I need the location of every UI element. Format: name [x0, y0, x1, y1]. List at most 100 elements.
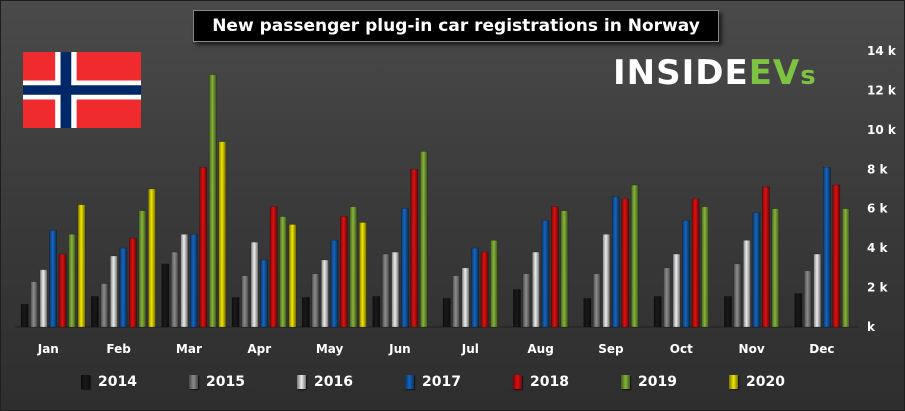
legend-label: 2018 [530, 374, 569, 390]
x-tick-label: Sep [598, 342, 624, 356]
insideevs-logo: INSIDEEVs [613, 53, 817, 93]
x-tick-label: Jan [37, 342, 59, 356]
bar-nov-2015 [733, 263, 742, 328]
bar-oct-2016 [672, 253, 681, 328]
bar-feb-2016 [110, 255, 118, 328]
bar-apr-2016 [250, 241, 259, 328]
x-tick-label: Aug [527, 342, 553, 356]
bar-mar-2017 [189, 234, 198, 328]
bar-jun-2019 [419, 151, 428, 328]
bar-chart-plot: k 2 k 4 k 6 k 8 k 10 k 12 k 14 k Jan Feb Mar Apr May… [15, 44, 897, 356]
y-tick-label: 6 k [867, 202, 889, 216]
bar-aug-2015 [522, 273, 531, 328]
x-tick-label: Mar [176, 342, 202, 356]
bar-sep-2016 [602, 234, 611, 328]
chart-legend: 2014 2015 2016 2017 2018 2019 2020 [81, 372, 841, 392]
bar-aug-2019 [560, 210, 569, 328]
bar-jul-2017 [471, 247, 479, 328]
bar-jul-2015 [452, 275, 460, 328]
legend-item-2019: 2019 [621, 374, 729, 390]
bar-jun-2014 [372, 296, 381, 328]
legend-label: 2019 [638, 374, 677, 390]
bar-may-2018 [340, 216, 348, 328]
x-tick-label: Jul [461, 342, 479, 356]
bar-nov-2014 [724, 296, 732, 328]
bar-may-2015 [311, 273, 320, 328]
legend-item-2014: 2014 [81, 374, 189, 390]
logo-text-s: s [800, 61, 817, 91]
y-tick-label: 10 k [867, 123, 897, 137]
bar-jun-2015 [381, 253, 390, 328]
logo-text-inside: INSIDE [613, 53, 749, 93]
bar-feb-2015 [100, 283, 109, 328]
bar-oct-2018 [691, 198, 700, 328]
x-tick-label: Jun [388, 342, 411, 356]
legend-swatch [81, 375, 90, 389]
bar-sep-2017 [611, 196, 620, 328]
bar-apr-2014 [231, 297, 240, 328]
bar-sep-2015 [592, 273, 601, 328]
bar-nov-2016 [743, 240, 751, 328]
legend-item-2017: 2017 [405, 374, 513, 390]
y-tick-label: 14 k [867, 44, 897, 58]
bar-jan-2016 [39, 269, 48, 328]
bar-may-2017 [330, 240, 339, 328]
bar-jun-2016 [391, 251, 400, 328]
legend-label: 2014 [98, 374, 137, 390]
bar-sep-2014 [583, 298, 592, 328]
bar-feb-2017 [119, 247, 128, 328]
bar-jul-2019 [490, 240, 498, 328]
bar-mar-2018 [199, 167, 208, 328]
legend-item-2015: 2015 [189, 374, 297, 390]
bar-feb-2020 [148, 188, 156, 328]
legend-item-2020: 2020 [729, 374, 837, 390]
bar-jan-2019 [68, 234, 76, 328]
norway-flag-icon [23, 52, 141, 128]
bar-jun-2017 [400, 208, 409, 328]
bar-jan-2018 [58, 253, 67, 328]
bar-may-2020 [359, 222, 367, 328]
bar-jun-2018 [410, 169, 419, 328]
y-tick-label: 2 k [867, 281, 889, 295]
bar-may-2019 [349, 206, 358, 328]
x-tick-label: Nov [739, 342, 765, 356]
legend-swatch [405, 375, 414, 389]
chart-title: New passenger plug-in car registrations … [193, 10, 719, 42]
legend-item-2018: 2018 [513, 374, 621, 390]
bar-mar-2020 [218, 141, 227, 328]
legend-label: 2016 [314, 374, 353, 390]
y-tick-label: 4 k [867, 241, 889, 255]
bar-dec-2019 [841, 208, 850, 328]
bar-aug-2016 [532, 251, 540, 328]
bar-aug-2018 [551, 206, 559, 328]
bar-mar-2019 [208, 74, 217, 328]
bar-dec-2015 [803, 270, 812, 328]
bar-may-2016 [321, 259, 329, 328]
bar-apr-2017 [260, 259, 268, 328]
legend-swatch [729, 375, 738, 389]
bar-jul-2016 [461, 267, 470, 328]
bar-apr-2020 [288, 224, 297, 328]
bar-feb-2018 [129, 238, 137, 328]
bar-dec-2016 [813, 253, 822, 328]
bar-dec-2017 [822, 167, 831, 328]
legend-label: 2020 [746, 374, 785, 390]
y-tick-label: 8 k [867, 162, 889, 176]
bar-aug-2014 [513, 289, 521, 328]
bar-jan-2014 [20, 304, 29, 328]
bar-sep-2019 [630, 184, 639, 328]
bar-jul-2014 [442, 298, 451, 328]
bar-mar-2015 [170, 251, 179, 328]
bar-apr-2019 [279, 216, 287, 328]
x-tick-label: Oct [670, 342, 693, 356]
bar-jan-2015 [30, 281, 38, 328]
bar-oct-2019 [701, 206, 709, 328]
bar-dec-2018 [832, 184, 841, 328]
legend-label: 2017 [422, 374, 461, 390]
bar-mar-2016 [180, 234, 189, 328]
bar-nov-2019 [771, 208, 780, 328]
bar-apr-2015 [241, 275, 249, 328]
legend-swatch [189, 375, 198, 389]
bar-dec-2014 [794, 293, 803, 328]
